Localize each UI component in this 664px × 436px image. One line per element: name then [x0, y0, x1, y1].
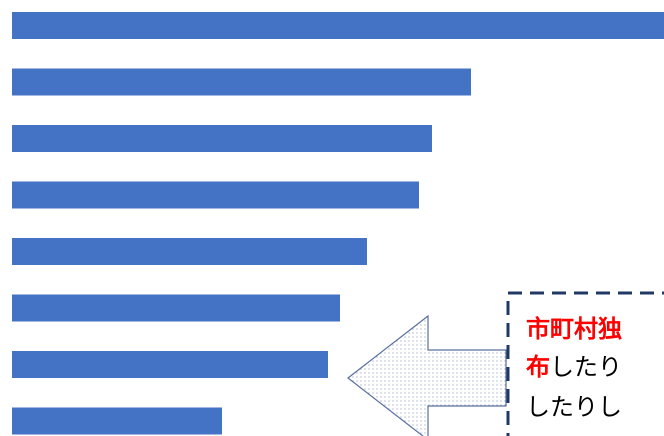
bars [12, 12, 664, 435]
bar [12, 238, 367, 265]
callout-emphasis: 市町村独 [526, 315, 622, 343]
callout-emphasis: 布 [526, 353, 550, 381]
callout-box [506, 291, 664, 436]
bar [12, 181, 419, 209]
callout-line: 布したり [526, 353, 622, 381]
bar [12, 12, 664, 39]
bar [12, 351, 328, 378]
callout-text: したりし [526, 393, 622, 421]
arrow [347, 314, 507, 436]
bar [12, 294, 340, 322]
callout-line: したりし [526, 393, 622, 421]
callout-text: したり [550, 353, 622, 381]
bar [12, 407, 222, 435]
callout-line: 市町村独 [526, 315, 622, 343]
bar [12, 68, 471, 96]
bar [12, 125, 432, 152]
